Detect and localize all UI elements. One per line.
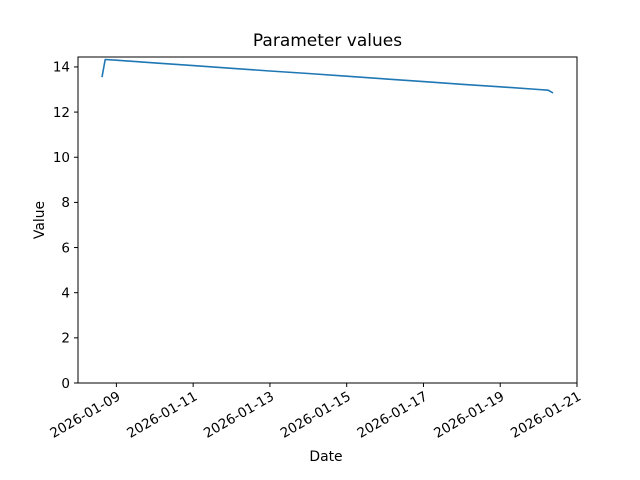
y-tick-label: 10 <box>53 150 70 166</box>
x-tick-label: 2026-01-21 <box>508 389 584 442</box>
y-tick-label: 0 <box>61 376 70 392</box>
y-tick-label: 12 <box>53 105 70 121</box>
y-tick-label: 4 <box>61 285 70 301</box>
y-tick-label: 2 <box>61 331 70 347</box>
y-tick-label: 8 <box>61 195 70 211</box>
x-tick-label: 2026-01-17 <box>355 389 431 442</box>
x-tick-label: 2026-01-11 <box>124 389 200 442</box>
x-axis-label: Date <box>309 449 342 465</box>
y-tick-label: 6 <box>61 240 70 256</box>
data-series <box>101 58 554 94</box>
plot-border <box>77 56 578 384</box>
plot-area <box>77 56 578 384</box>
x-tick-label: 2026-01-09 <box>47 389 123 442</box>
y-tick-label: 14 <box>53 60 70 76</box>
x-tick-label: 2026-01-15 <box>278 389 354 442</box>
x-tick-label: 2026-01-19 <box>431 389 507 442</box>
data-line <box>101 58 554 94</box>
x-tick-label: 2026-01-13 <box>201 389 277 442</box>
chart-title: Parameter values <box>253 31 402 51</box>
y-axis-label: Value <box>32 201 48 239</box>
